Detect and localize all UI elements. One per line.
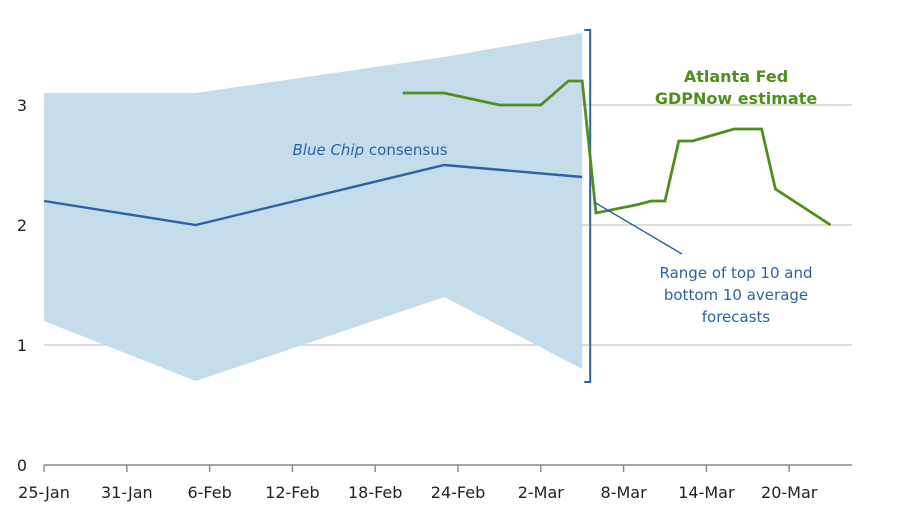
blue-chip-rest: consensus <box>364 141 448 159</box>
series-line-blue-chip <box>43 163 583 227</box>
y-tick-label: 1 <box>17 336 27 355</box>
annotations: Blue Chip consensus Atlanta Fed GDPNow e… <box>292 67 817 326</box>
x-tick-label: 8-Mar <box>601 483 648 502</box>
range-label-line3: forecasts <box>702 308 771 326</box>
blue-chip-label: Blue Chip consensus <box>292 141 447 159</box>
range-bracket <box>584 29 592 383</box>
x-tick-label: 12-Feb <box>265 483 319 502</box>
x-tick-label: 25-Jan <box>18 483 70 502</box>
y-axis-labels: 0 1 2 3 <box>17 96 27 475</box>
range-label-line2: bottom 10 average <box>664 286 808 304</box>
x-axis: 25-Jan 31-Jan 6-Feb 12-Feb 18-Feb 24-Feb 2-Mar… <box>18 464 852 502</box>
x-tick-label: 6-Feb <box>187 483 231 502</box>
series-layer <box>43 79 832 227</box>
y-tick-label: 3 <box>17 96 27 115</box>
range-band <box>44 33 583 381</box>
gdpnow-label-line1: Atlanta Fed <box>684 67 788 86</box>
y-tick-label: 0 <box>17 456 27 475</box>
y-tick-label: 2 <box>17 216 27 235</box>
x-tick-label: 2-Mar <box>518 483 565 502</box>
range-label-line1: Range of top 10 and <box>660 264 813 282</box>
range-pointer-line <box>593 201 683 255</box>
x-tick-label: 24-Feb <box>431 483 485 502</box>
gdpnow-label-line2: GDPNow estimate <box>655 89 818 108</box>
x-tick-label: 14-Mar <box>678 483 735 502</box>
x-tick-label: 20-Mar <box>761 483 818 502</box>
range-band-layer <box>44 29 592 383</box>
x-tick-label: 18-Feb <box>348 483 402 502</box>
x-tick-label: 31-Jan <box>101 483 153 502</box>
series-line-gdpnow <box>402 79 832 227</box>
blue-chip-italic: Blue Chip <box>292 141 364 159</box>
